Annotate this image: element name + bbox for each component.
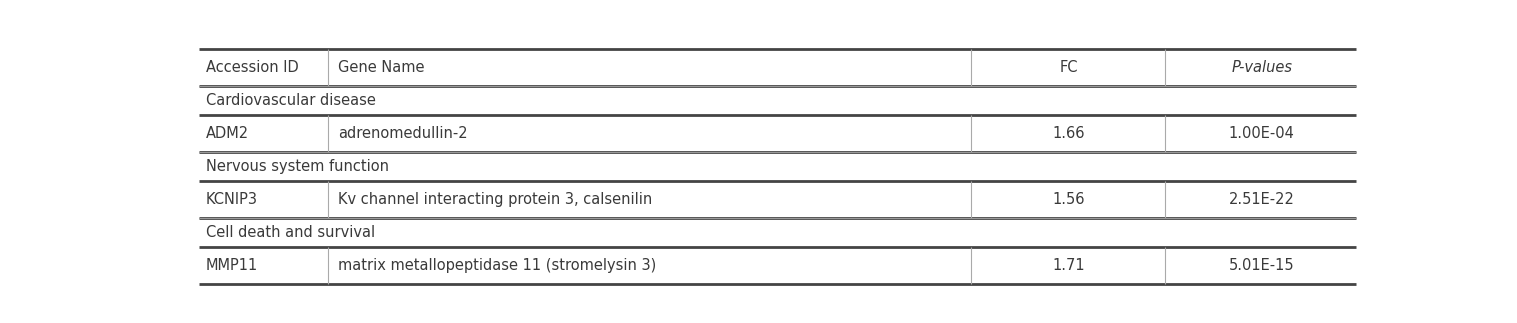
Text: MMP11: MMP11	[206, 258, 258, 273]
Text: 1.66: 1.66	[1053, 126, 1085, 141]
Text: 1.00E-04: 1.00E-04	[1229, 126, 1296, 141]
Text: matrix metallopeptidase 11 (stromelysin 3): matrix metallopeptidase 11 (stromelysin …	[338, 258, 655, 273]
Text: Accession ID: Accession ID	[206, 60, 299, 75]
Text: 2.51E-22: 2.51E-22	[1229, 192, 1296, 207]
Text: adrenomedullin-2: adrenomedullin-2	[338, 126, 467, 141]
Text: Gene Name: Gene Name	[338, 60, 425, 75]
Text: ADM2: ADM2	[206, 126, 249, 141]
Text: Nervous system function: Nervous system function	[206, 159, 388, 174]
Text: FC: FC	[1060, 60, 1079, 75]
Text: P-values: P-values	[1232, 60, 1292, 75]
Text: 1.71: 1.71	[1053, 258, 1085, 273]
Text: Kv channel interacting protein 3, calsenilin: Kv channel interacting protein 3, calsen…	[338, 192, 652, 207]
Text: 1.56: 1.56	[1053, 192, 1085, 207]
Text: Cardiovascular disease: Cardiovascular disease	[206, 93, 376, 108]
Text: KCNIP3: KCNIP3	[206, 192, 258, 207]
Text: Cell death and survival: Cell death and survival	[206, 225, 375, 240]
Text: 5.01E-15: 5.01E-15	[1229, 258, 1294, 273]
